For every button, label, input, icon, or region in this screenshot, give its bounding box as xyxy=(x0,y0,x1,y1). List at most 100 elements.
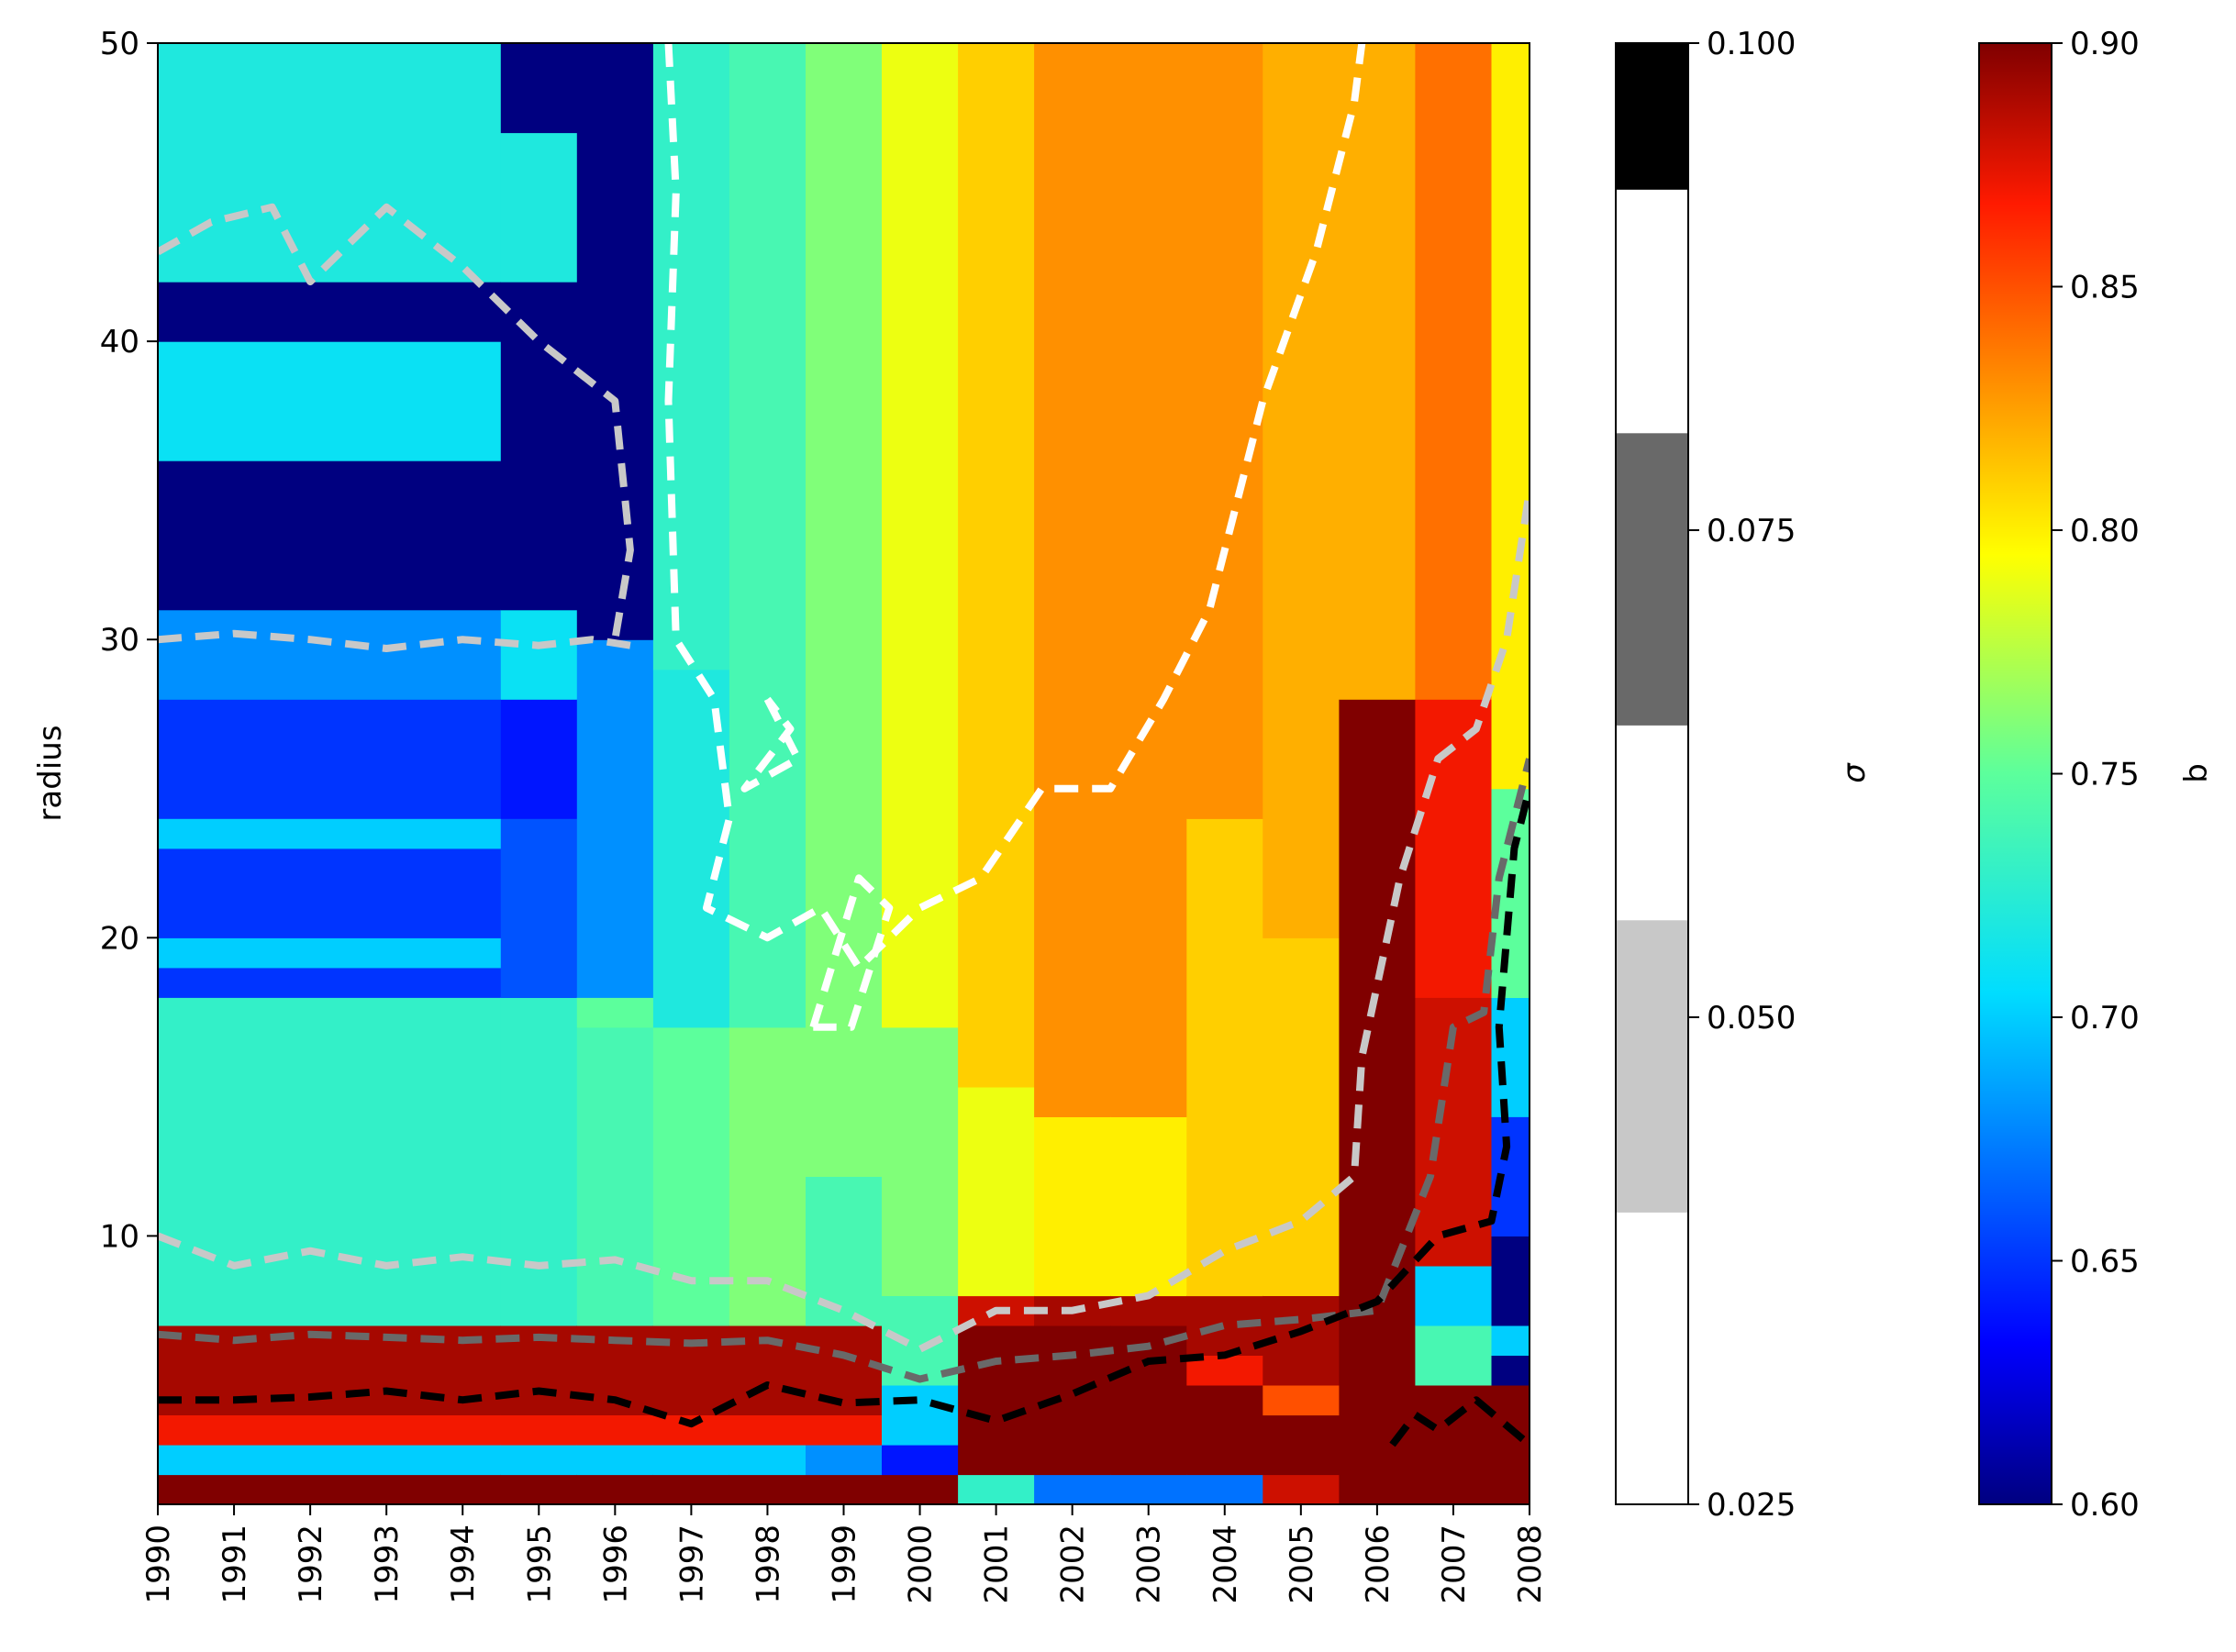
heatmap-cell-2000-4 xyxy=(882,1026,959,1296)
heatmap-cell-1990-12 xyxy=(158,341,502,461)
heatmap-cell-1990-7 xyxy=(158,848,502,938)
heatmap-cell-2003-3 xyxy=(1110,1116,1187,1297)
heatmap-cell-1990-10 xyxy=(158,609,502,700)
heatmap-cell-2005-5 xyxy=(1263,43,1340,938)
sigma-tick-label-0.100: 0.100 xyxy=(1707,26,1796,62)
heatmap-cell-1995-2 xyxy=(500,1414,578,1446)
contour-line-8 xyxy=(1389,1396,1530,1448)
heatmap-cell-2002-3 xyxy=(1034,1116,1111,1297)
sigma-colorbar-frame xyxy=(1615,42,1689,1505)
y-axis: 10 20 30 40 50 xyxy=(100,26,158,1255)
heatmap-cell-2000-0 xyxy=(882,1474,959,1504)
heatmap-cell-1998-2 xyxy=(729,1414,807,1446)
b-colorbar: 0.60 0.65 0.70 0.75 0.80 0.85 0.90 xyxy=(1978,26,2140,1524)
heatmap-cell-1998-5 xyxy=(729,639,807,1028)
heatmap-cell-1990-2 xyxy=(158,1414,502,1446)
sigma-band-4 xyxy=(1616,189,1688,434)
x-tick-label-1999: 1999 xyxy=(827,1524,863,1604)
x-tick-label-1990: 1990 xyxy=(140,1524,177,1604)
heatmap-cell-1990-13 xyxy=(158,282,502,342)
heatmap-cell-1999-1 xyxy=(806,1445,883,1476)
x-axis: 1990 1991 1992 1993 1994 1995 1996 1997 1998 1999… xyxy=(140,1504,1549,1604)
x-tick-label-2003: 2003 xyxy=(1131,1524,1168,1604)
contour-line-3 xyxy=(158,629,631,652)
b-tick-label-0.75: 0.75 xyxy=(2070,757,2140,793)
heatmap-cell-1998-6 xyxy=(729,43,807,640)
heatmap-cell-2006-0 xyxy=(1339,1295,1417,1504)
heatmap-cell-2004-5 xyxy=(1186,43,1263,819)
contour-lines xyxy=(158,43,1530,1448)
x-tick-label-1992: 1992 xyxy=(293,1524,329,1604)
heatmap-cell-1997-0 xyxy=(652,1474,730,1504)
heatmap-cell-1995-5 xyxy=(500,818,578,998)
heatmap-cell-2008-8 xyxy=(1491,43,1530,700)
x-tick-label-2004: 2004 xyxy=(1207,1524,1244,1604)
heatmap-cell-1999-5 xyxy=(806,43,883,1177)
y-tick-label-40: 40 xyxy=(100,324,139,360)
contour-line-7 xyxy=(158,787,1530,1428)
heatmap-cell-1996-5 xyxy=(576,997,654,1028)
x-tick-label-2007: 2007 xyxy=(1436,1524,1473,1604)
heatmap-cell-2004-4 xyxy=(1186,818,1263,1297)
y-tick-label-50: 50 xyxy=(100,26,139,62)
heatmap-cell-2003-0 xyxy=(1110,1474,1187,1504)
heatmap-cell-2008-1 xyxy=(1491,1355,1530,1386)
heatmap-cell-2001-4 xyxy=(958,43,1035,1088)
x-tick-label-1997: 1997 xyxy=(673,1524,710,1604)
sigma-tick-label-0.050: 0.050 xyxy=(1707,1000,1796,1037)
heatmap-cell-2000-2 xyxy=(882,1385,959,1446)
heatmap-cell-2008-2 xyxy=(1491,1325,1530,1356)
heatmap-cell-1995-6 xyxy=(500,699,578,819)
x-tick-label-1994: 1994 xyxy=(445,1524,482,1604)
x-tick-label-2008: 2008 xyxy=(1512,1524,1549,1604)
y-tick-label-30: 30 xyxy=(100,622,139,659)
heatmap-cell-2007-2 xyxy=(1415,1265,1493,1326)
sigma-band-1 xyxy=(1616,919,1688,1213)
heatmap-cell-1996-0 xyxy=(576,1474,654,1504)
heatmap-cell-1998-4 xyxy=(729,1026,807,1326)
heatmap-cell-2000-5 xyxy=(882,43,959,1028)
heatmap-cell-2005-4 xyxy=(1263,937,1340,1296)
heatmap-cell-2006-2 xyxy=(1339,43,1417,700)
heatmap-cell-1999-2 xyxy=(806,1414,883,1446)
heatmap-cell-2001-0 xyxy=(958,1474,1035,1504)
heatmap-cell-2003-2 xyxy=(1110,1295,1187,1326)
x-tick-label-2000: 2000 xyxy=(903,1524,940,1604)
heatmap-cell-1996-2 xyxy=(576,1414,654,1446)
heatmap-cell-2004-0 xyxy=(1186,1474,1263,1504)
heatmap-cell-1990-14 xyxy=(158,43,502,283)
y-axis-title: radius xyxy=(32,725,69,821)
heatmap-cell-2003-1 xyxy=(1110,1325,1187,1476)
heatmap-cell-2008-0 xyxy=(1491,1385,1530,1504)
heatmap-cell-2008-5 xyxy=(1491,997,1530,1117)
heatmap-cell-1990-6 xyxy=(158,937,502,969)
heatmap-cell-1998-0 xyxy=(729,1474,807,1504)
x-tick-label-2002: 2002 xyxy=(1055,1524,1092,1604)
heatmap-cell-1990-1 xyxy=(158,1445,502,1476)
heatmap-cell-1996-4 xyxy=(576,1026,654,1326)
x-tick-label-1991: 1991 xyxy=(217,1524,253,1604)
contour-line-2 xyxy=(809,874,894,1031)
heatmap-cell-1990-5 xyxy=(158,967,502,998)
heatmap-cell-1995-0 xyxy=(500,1474,578,1504)
heatmap-cell-2000-1 xyxy=(882,1445,959,1476)
heatmap-cell-1995-1 xyxy=(500,1445,578,1476)
sigma-tick-label-0.025: 0.025 xyxy=(1707,1487,1796,1524)
heatmap-cell-1997-6 xyxy=(652,43,730,671)
b-colorbar-title: b xyxy=(2178,763,2215,783)
contour-line-5 xyxy=(158,203,634,640)
sigma-colorbar-title: σ xyxy=(1836,762,1873,783)
x-tick-label-1995: 1995 xyxy=(521,1524,558,1604)
contour-line-6 xyxy=(158,758,1530,1383)
heatmap-cell-2001-1 xyxy=(958,1325,1035,1476)
contour-line-1 xyxy=(740,696,802,793)
heatmap-cell-2007-4 xyxy=(1415,699,1493,998)
heatmap-cell-2002-0 xyxy=(1034,1474,1111,1504)
heatmap-cell-1995-9 xyxy=(500,132,578,283)
heatmap-cell-1996-7 xyxy=(576,639,654,700)
sigma-tick-label-0.075: 0.075 xyxy=(1707,513,1796,549)
y-tick-label-10: 10 xyxy=(100,1218,139,1255)
heatmap-cell-1990-8 xyxy=(158,818,502,849)
